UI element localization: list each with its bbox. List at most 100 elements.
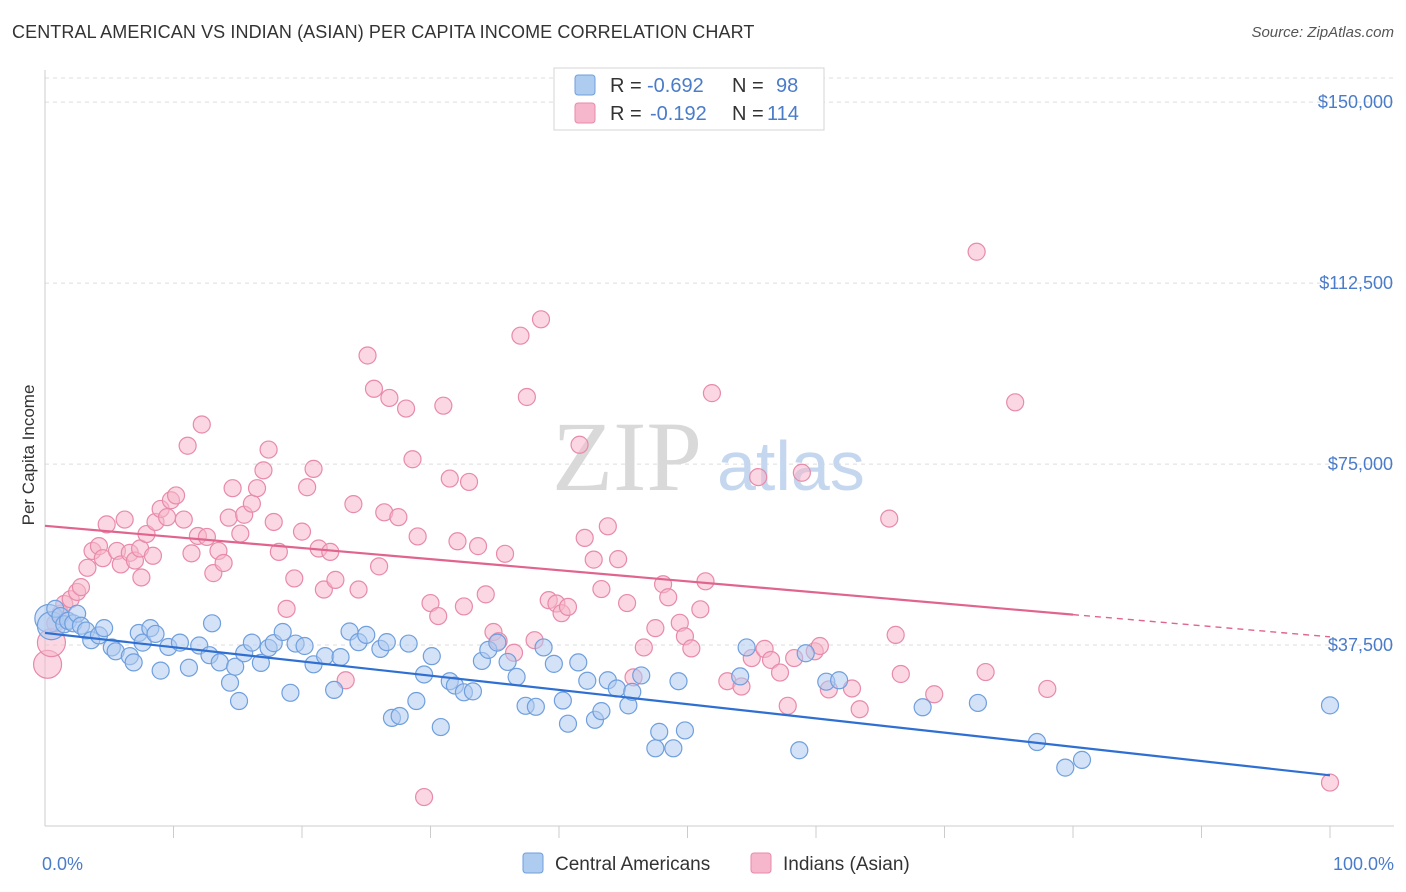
indians-asian-point [842, 679, 862, 698]
indians-asian-point [223, 479, 242, 498]
indians-asian-point [298, 478, 317, 497]
central-americans-point [796, 644, 815, 663]
indians-asian-point [886, 625, 905, 644]
indians-asian-point [259, 440, 278, 459]
indians-asian-point [691, 600, 710, 619]
indians-asian-point [778, 696, 797, 715]
central-americans-point [526, 697, 545, 716]
indians-asian-point [476, 585, 495, 604]
central-americans-point [968, 693, 988, 713]
indians-asian-point [792, 463, 811, 482]
indians-asian-point [434, 396, 453, 415]
legend-swatch-blue [574, 74, 596, 96]
indians-asian-point [967, 242, 986, 261]
central-americans-point [592, 702, 611, 721]
indians-asian-point [349, 580, 368, 599]
central-americans-point [242, 633, 261, 652]
series-central-americans-points [34, 599, 1340, 777]
central-americans-point [650, 722, 669, 741]
watermark-atlas: atlas [717, 427, 865, 505]
indians-asian-point [396, 399, 416, 418]
central-americans-point [273, 622, 292, 642]
trend-lines [44, 524, 1331, 777]
indians-asian-point [511, 326, 530, 345]
indians-asian-point [408, 527, 427, 546]
indians-asian-point [495, 544, 515, 563]
central-americans-point [646, 739, 665, 758]
central-americans-point [377, 633, 396, 652]
indians-asian-point [132, 568, 151, 587]
indians-asian-point [93, 549, 112, 568]
indians-asian-point [459, 472, 479, 492]
central-americans-point [146, 624, 165, 644]
x-tick-labels: 0.0% 100.0% [42, 854, 1394, 874]
indians-asian-point [277, 599, 296, 618]
indians-asian-point [197, 527, 217, 547]
central-americans-point [534, 638, 553, 657]
indians-asian-point [269, 542, 288, 561]
y-axis-label: Per Capita Income [19, 385, 38, 526]
indians-asian-point [344, 495, 363, 514]
central-americans-point [357, 625, 376, 644]
indians-asian-point [575, 528, 594, 547]
y-tick-label: $75,000 [1328, 454, 1393, 474]
indians-asian-point [78, 558, 97, 577]
trend-line-central-americans [44, 631, 1331, 777]
central-americans-point [422, 647, 441, 666]
x-tick-label-max: 100.0% [1333, 854, 1394, 874]
legend-r-value-pink: -0.192 [650, 103, 707, 125]
central-americans-point [664, 739, 683, 758]
central-americans-point [498, 652, 517, 672]
indians-asian-point [702, 384, 722, 403]
central-americans-point [463, 682, 483, 701]
indians-asian-point [358, 346, 377, 365]
central-americans-point [913, 698, 932, 717]
legend-swatch-central-americans [522, 852, 544, 874]
indians-asian-point [925, 685, 944, 704]
legend-n-label-pink: N = [732, 103, 764, 125]
legend-label-indians-asian: Indians (Asian) [783, 854, 910, 875]
central-americans-point [830, 671, 849, 690]
legend-n-value-blue: 98 [776, 75, 798, 97]
indians-asian-point [304, 459, 323, 478]
central-americans-point [251, 653, 270, 672]
central-americans-point [1072, 750, 1092, 769]
indians-asian-point [182, 544, 201, 563]
central-americans-point [390, 706, 409, 726]
indians-asian-point [609, 550, 628, 569]
indians-asian-point [429, 606, 448, 626]
indians-asian-point [976, 662, 995, 682]
indians-asian-point [558, 597, 578, 617]
y-tick-labels: $37,500 $75,000 $112,500 $150,000 [1318, 92, 1393, 655]
central-americans-point [399, 634, 418, 653]
indians-asian-point [1006, 393, 1025, 412]
central-americans-point [632, 666, 651, 685]
indians-asian-point [891, 664, 910, 684]
indians-asian-point [584, 550, 603, 569]
series-indians-asian-points [32, 242, 1340, 807]
indians-asian-point [517, 387, 536, 407]
legend-swatch-pink [574, 102, 596, 124]
indians-asian-point [389, 508, 408, 527]
indians-asian-point [242, 494, 261, 513]
central-americans-point [731, 667, 750, 686]
watermark-zip: ZIP [552, 401, 702, 512]
central-americans-point [578, 671, 597, 690]
chart-title: CENTRAL AMERICAN VS INDIAN (ASIAN) PER C… [12, 22, 755, 42]
indians-asian-point [326, 570, 345, 589]
central-americans-point [316, 647, 335, 666]
trend-line-indians-asian [44, 524, 1074, 616]
indians-asian-point [440, 469, 459, 488]
indians-asian-point [1038, 679, 1057, 699]
central-americans-point [669, 672, 688, 691]
indians-asian-point [219, 508, 238, 527]
indians-asian-point [749, 467, 768, 487]
indians-asian-point [292, 522, 312, 541]
indians-asian-point [192, 415, 211, 434]
y-tick-label: $112,500 [1319, 273, 1393, 293]
indians-asian-point [531, 310, 551, 329]
indians-asian-point [231, 524, 250, 543]
central-americans-point [675, 721, 695, 740]
axes [44, 70, 1394, 838]
